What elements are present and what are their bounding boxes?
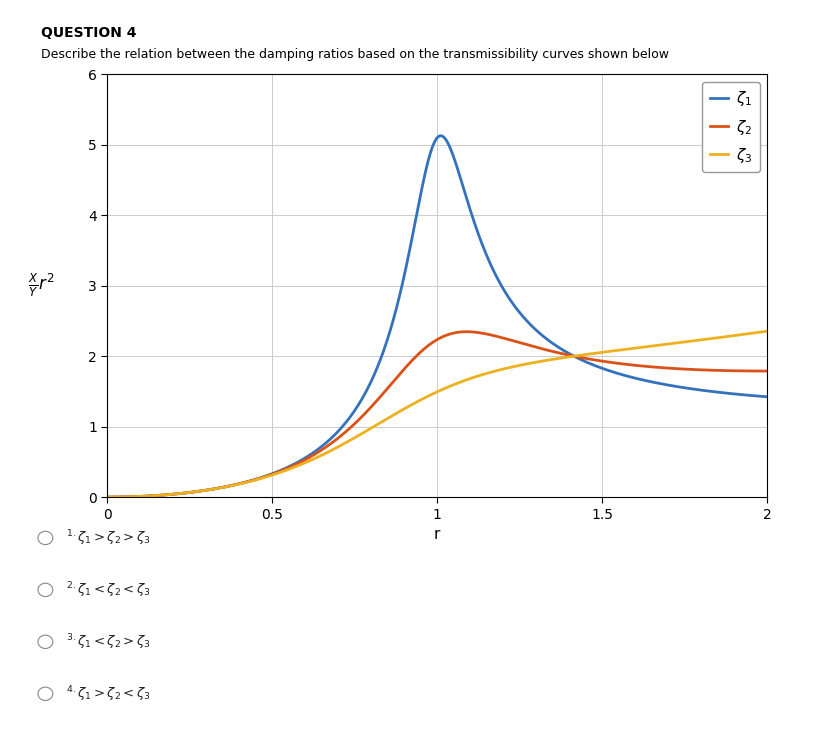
Text: $^{3.}\zeta_1 < \zeta_2 > \zeta_3$: $^{3.}\zeta_1 < \zeta_2 > \zeta_3$ xyxy=(66,632,151,651)
Text: QUESTION 4: QUESTION 4 xyxy=(41,26,137,40)
Text: $\frac{X}{Y}$$r^{2}$: $\frac{X}{Y}$$r^{2}$ xyxy=(28,272,54,299)
Text: $^{2.}\zeta_1 < \zeta_2 < \zeta_3$: $^{2.}\zeta_1 < \zeta_2 < \zeta_3$ xyxy=(66,580,151,600)
Text: Describe the relation between the damping ratios based on the transmissibility c: Describe the relation between the dampin… xyxy=(41,48,669,62)
Text: $^{1.}\zeta_1 > \zeta_2 > \zeta_3$: $^{1.}\zeta_1 > \zeta_2 > \zeta_3$ xyxy=(66,528,151,548)
Legend: $\zeta_1$, $\zeta_2$, $\zeta_3$: $\zeta_1$, $\zeta_2$, $\zeta_3$ xyxy=(702,82,760,172)
Text: $^{4.}\zeta_1 > \zeta_2 < \zeta_3$: $^{4.}\zeta_1 > \zeta_2 < \zeta_3$ xyxy=(66,684,151,703)
X-axis label: r: r xyxy=(434,527,441,542)
